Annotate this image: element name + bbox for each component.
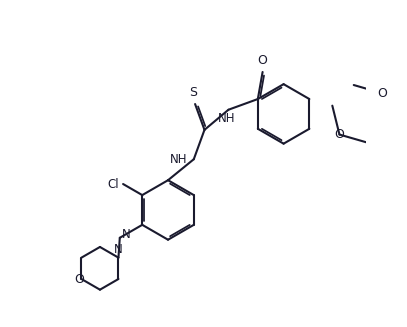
Text: N: N	[114, 243, 123, 256]
Text: O: O	[74, 272, 85, 285]
Text: N: N	[122, 228, 131, 241]
Text: Cl: Cl	[107, 178, 118, 191]
Text: NH: NH	[218, 112, 235, 125]
Text: O: O	[335, 128, 344, 141]
Text: O: O	[258, 54, 267, 67]
Text: S: S	[189, 86, 197, 99]
Text: NH: NH	[169, 153, 187, 166]
Text: O: O	[377, 87, 387, 100]
